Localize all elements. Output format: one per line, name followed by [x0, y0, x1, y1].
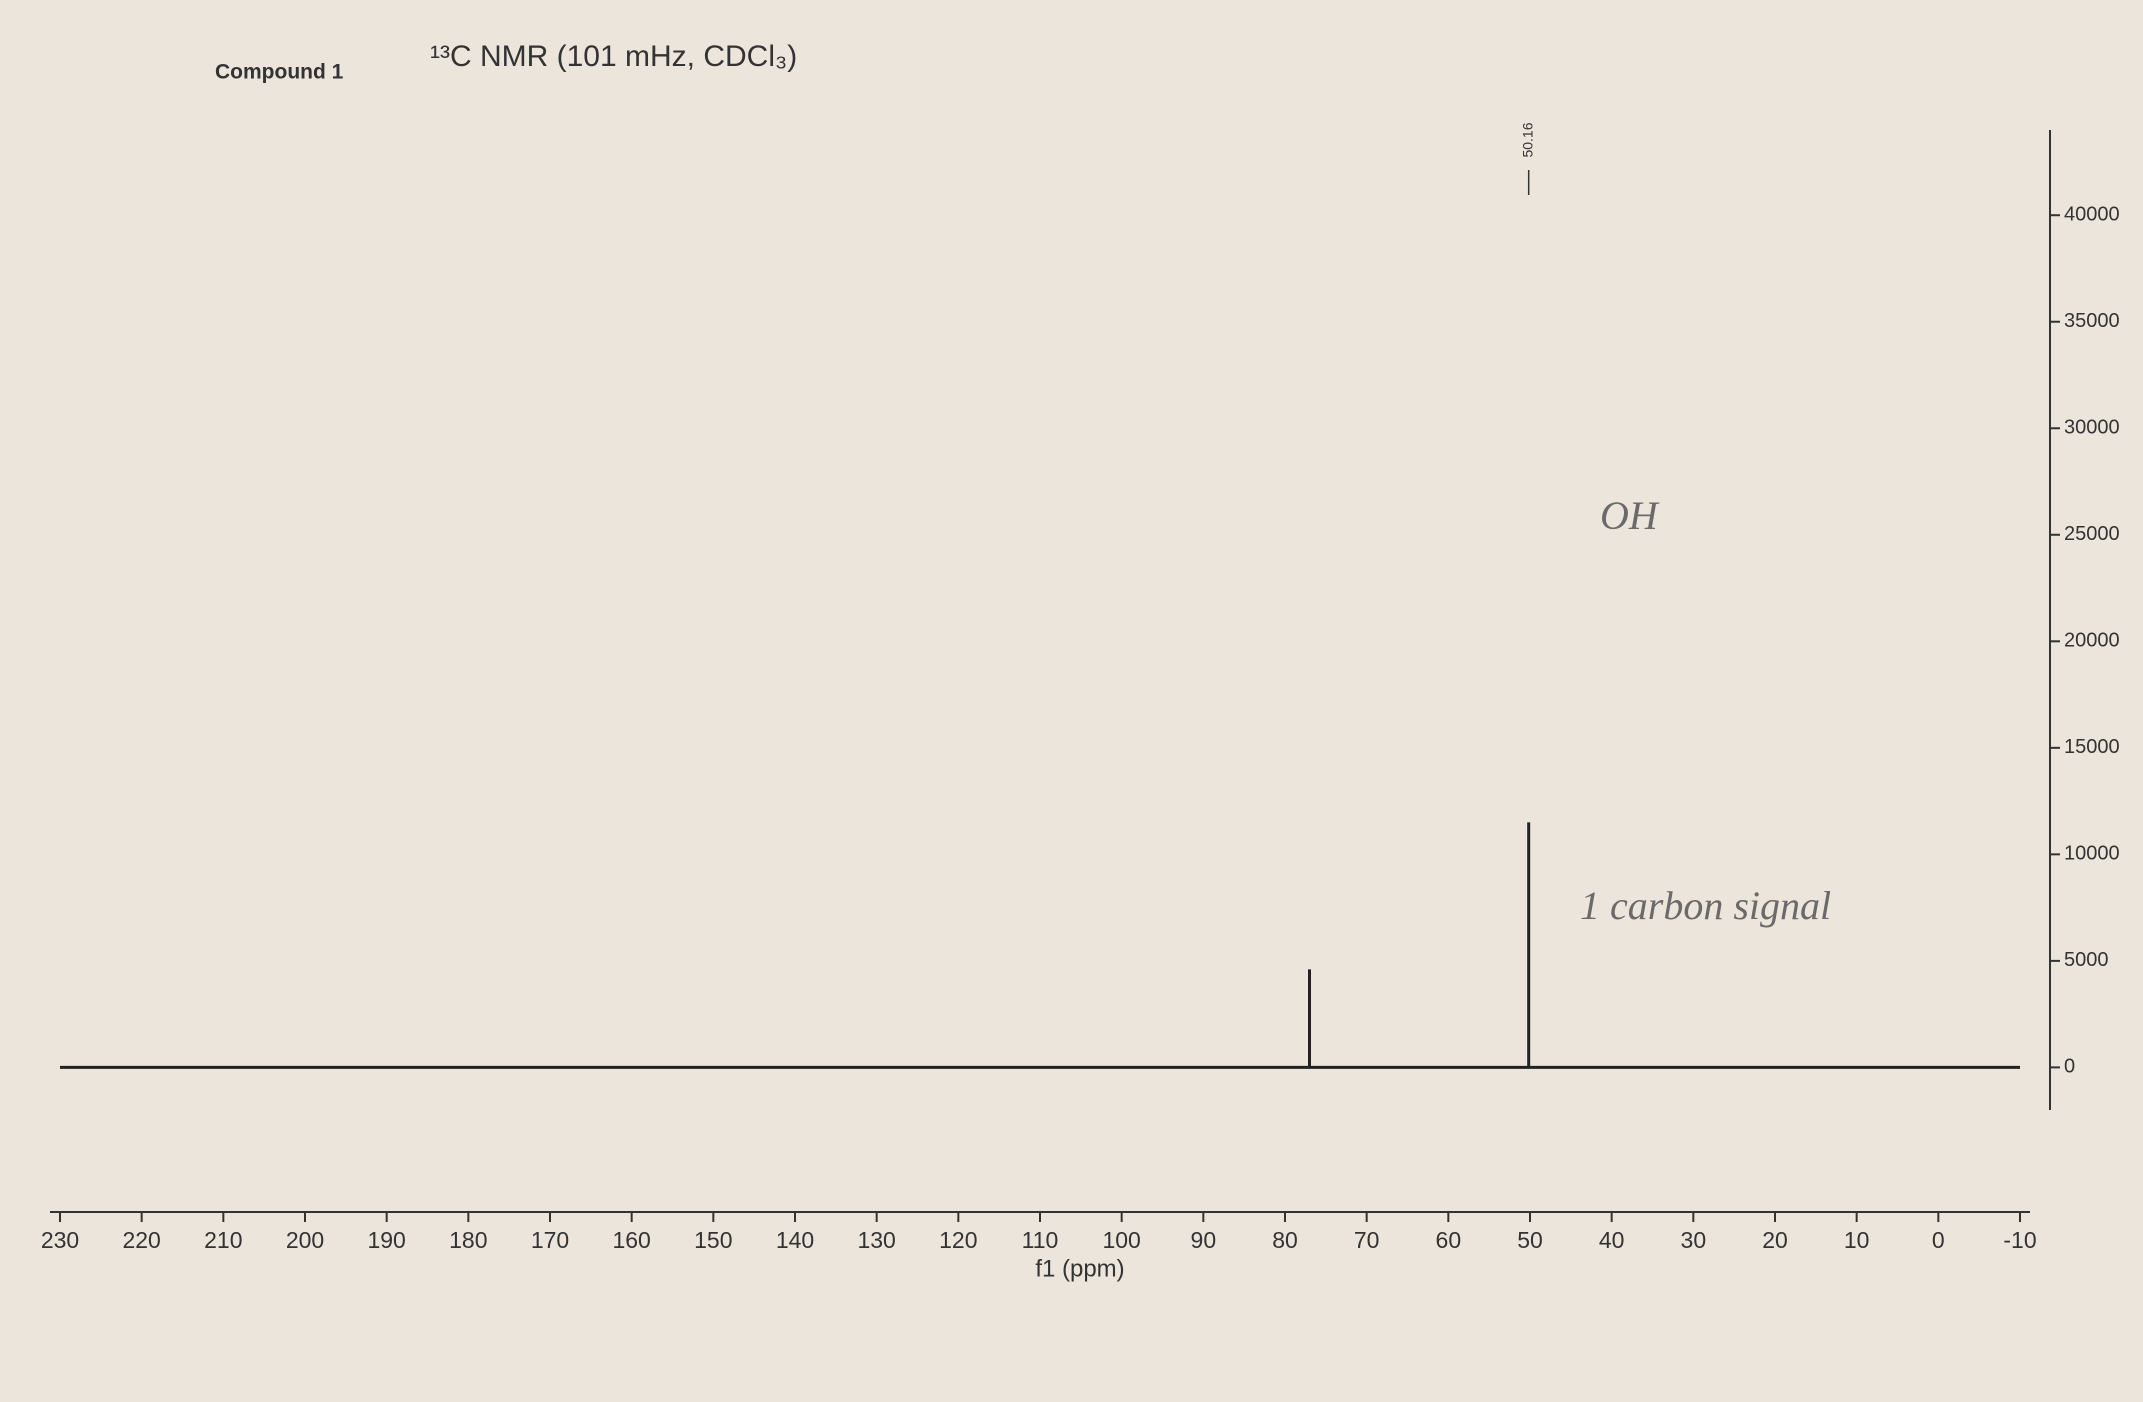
x-tick-label: 20 [1762, 1227, 1788, 1253]
x-tick-label: 160 [612, 1227, 650, 1253]
x-tick-label: 90 [1191, 1227, 1217, 1253]
x-tick-label: 170 [531, 1227, 569, 1253]
x-tick-label: 120 [939, 1227, 977, 1253]
y-tick-label: 20000 [2064, 630, 2120, 652]
y-tick-label: 25000 [2064, 523, 2120, 545]
x-tick-label: 220 [122, 1227, 160, 1253]
y-tick-label: 0 [2064, 1056, 2075, 1078]
x-tick-label: 50 [1517, 1227, 1543, 1253]
x-tick-label: 210 [204, 1227, 242, 1253]
y-tick-label: 15000 [2064, 736, 2120, 758]
annotation: 1 carbon signal [1580, 883, 1831, 928]
header: Compound 1 [215, 61, 344, 84]
x-tick-label: 140 [776, 1227, 814, 1253]
x-tick-label: 30 [1681, 1227, 1707, 1253]
x-tick-label: 180 [449, 1227, 487, 1253]
x-tick-label: 80 [1272, 1227, 1298, 1253]
x-tick-label: 230 [41, 1227, 79, 1253]
x-tick-label: 60 [1436, 1227, 1462, 1253]
y-tick-label: 30000 [2064, 417, 2120, 439]
y-tick-label: 35000 [2064, 310, 2120, 332]
x-tick-label: 150 [694, 1227, 732, 1253]
x-tick-label: -10 [2003, 1227, 2036, 1253]
y-tick-label: 40000 [2064, 203, 2120, 225]
annotation: OH [1600, 493, 1660, 538]
x-tick-label: 100 [1102, 1227, 1140, 1253]
y-tick-label: 5000 [2064, 949, 2109, 971]
x-tick-label: 70 [1354, 1227, 1380, 1253]
x-axis-label: f1 (ppm) [1035, 1255, 1124, 1282]
x-tick-label: 130 [857, 1227, 895, 1253]
x-tick-label: 10 [1844, 1227, 1870, 1253]
x-tick-label: 190 [367, 1227, 405, 1253]
y-tick-label: 10000 [2064, 843, 2120, 865]
peak-label: 50.16 [1519, 122, 1535, 157]
x-tick-label: 110 [1022, 1227, 1059, 1253]
x-tick-label: 40 [1599, 1227, 1625, 1253]
x-tick-label: 200 [286, 1227, 324, 1253]
x-tick-label: 0 [1932, 1227, 1945, 1253]
chart-title: ¹³C NMR (101 mHz, CDCl₃) [430, 40, 797, 73]
